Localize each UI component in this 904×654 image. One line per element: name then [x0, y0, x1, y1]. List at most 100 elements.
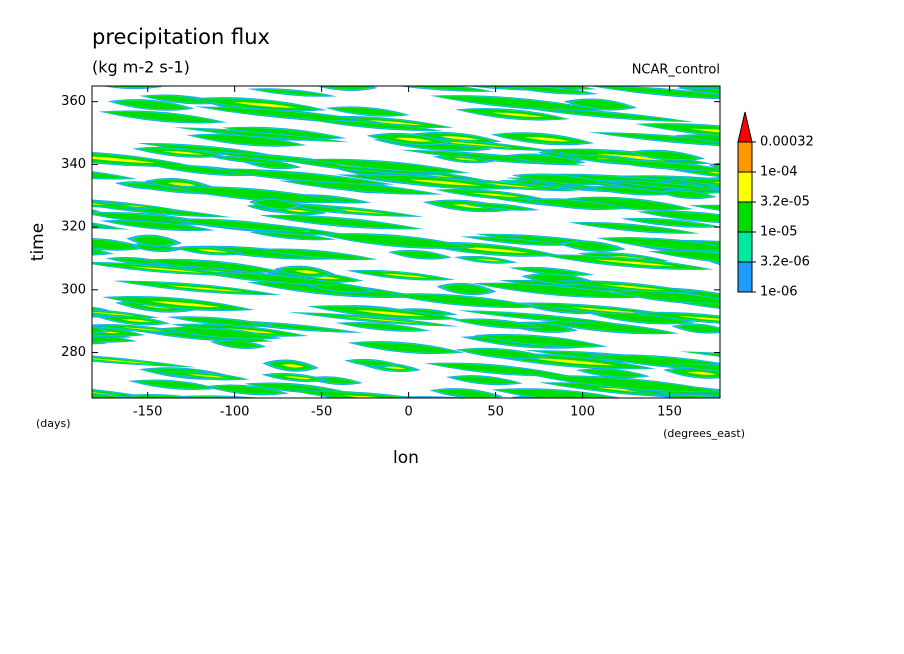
precip-streak	[92, 201, 137, 208]
precip-streak	[32, 129, 90, 139]
x-tick-label: 100	[570, 405, 595, 420]
colorbar-label: 1e-06	[760, 285, 798, 300]
precip-streak	[281, 364, 304, 368]
precip-streak	[219, 73, 288, 80]
precip-streak	[92, 225, 124, 229]
precip-streak	[520, 107, 689, 122]
precip-streak	[271, 67, 366, 78]
precip-streak	[540, 376, 719, 392]
precip-streak	[233, 102, 297, 108]
x-tick-label: 150	[657, 405, 682, 420]
precip-streak	[262, 249, 372, 260]
precip-streak	[232, 410, 359, 421]
precip-streak	[213, 71, 294, 81]
precip-streak	[524, 137, 570, 142]
precip-streak	[398, 396, 460, 398]
precip-streak	[250, 383, 345, 393]
precip-streak	[355, 310, 426, 317]
precip-streak	[514, 268, 589, 275]
colorbar-box	[737, 231, 753, 263]
precip-streak	[435, 96, 599, 110]
precip-streak	[363, 120, 424, 126]
precip-streak	[92, 340, 108, 345]
precip-streak	[253, 89, 331, 96]
precip-streak	[111, 258, 166, 264]
y-units: (days)	[36, 417, 71, 430]
precip-streak	[255, 199, 298, 209]
precip-streak	[504, 280, 627, 291]
precip-streak	[310, 284, 374, 292]
precip-streak	[294, 391, 409, 398]
precip-streak	[709, 411, 754, 419]
precip-streak	[638, 312, 720, 323]
precip-streak	[686, 371, 717, 375]
precip-streak	[401, 396, 447, 398]
precip-streak	[641, 124, 720, 136]
colorbar-label: 3.2e-05	[760, 195, 810, 210]
precip-streak	[265, 215, 418, 229]
precip-streak	[523, 400, 543, 403]
precip-streak	[392, 294, 535, 307]
precip-streak	[463, 310, 618, 324]
colorbar-box	[737, 171, 753, 203]
precip-streak	[283, 408, 404, 419]
precip-streak	[255, 232, 331, 240]
colorbar-box	[737, 261, 753, 293]
precip-streak	[92, 358, 157, 365]
precip-streak	[593, 259, 676, 267]
chart-title: precipitation flux	[92, 25, 270, 49]
precip-streak	[403, 74, 494, 82]
precip-streak	[92, 172, 131, 179]
precip-streak	[394, 251, 446, 259]
precip-streak	[92, 392, 120, 396]
precip-streak	[733, 375, 793, 383]
precip-streak	[187, 374, 228, 378]
precip-streak	[667, 397, 719, 398]
precip-streak	[92, 239, 142, 250]
precip-streak	[679, 351, 720, 357]
precip-streak	[739, 377, 787, 382]
precip-streak	[510, 86, 593, 94]
y-tick-label: 320	[61, 220, 86, 235]
precip-streak	[92, 341, 102, 344]
precip-streak	[147, 260, 278, 272]
precip-streak	[228, 127, 341, 138]
precip-streak	[121, 319, 152, 323]
precip-streak	[670, 397, 705, 398]
precip-streak	[44, 405, 114, 411]
precip-streak	[92, 356, 191, 367]
precip-streak	[134, 380, 214, 389]
precip-streak	[92, 135, 93, 137]
precip-streak	[563, 241, 620, 251]
y-tick-label: 340	[61, 157, 86, 172]
y-axis-label: time	[28, 223, 48, 261]
precip-streak	[92, 333, 100, 335]
precip-streak	[470, 192, 521, 198]
precip-streak	[212, 169, 389, 185]
precip-streak	[92, 156, 156, 164]
x-tick-label: -100	[220, 405, 250, 420]
precip-streak	[475, 258, 502, 262]
x-tick-label: 50	[487, 405, 504, 420]
precip-streak	[400, 73, 497, 83]
precip-streak	[0, 400, 149, 415]
precip-streak	[92, 326, 106, 333]
precip-streak	[509, 154, 580, 164]
precip-streak	[600, 284, 667, 291]
precip-streak	[192, 135, 301, 146]
precip-streak	[409, 179, 481, 186]
precip-streak	[275, 65, 398, 76]
precip-streak	[171, 187, 343, 203]
precip-streak	[581, 369, 644, 377]
precip-streak	[458, 319, 540, 328]
precip-streak	[235, 411, 356, 421]
precip-streak	[442, 284, 491, 294]
precip-streak	[341, 73, 447, 85]
precip-streak	[179, 127, 344, 142]
plot-frame	[91, 85, 721, 399]
precip-streak	[497, 389, 616, 398]
precip-streak	[598, 159, 720, 171]
precip-streak	[338, 72, 450, 85]
precip-streak	[703, 410, 760, 421]
colorbar-label: 0.00032	[760, 135, 814, 150]
